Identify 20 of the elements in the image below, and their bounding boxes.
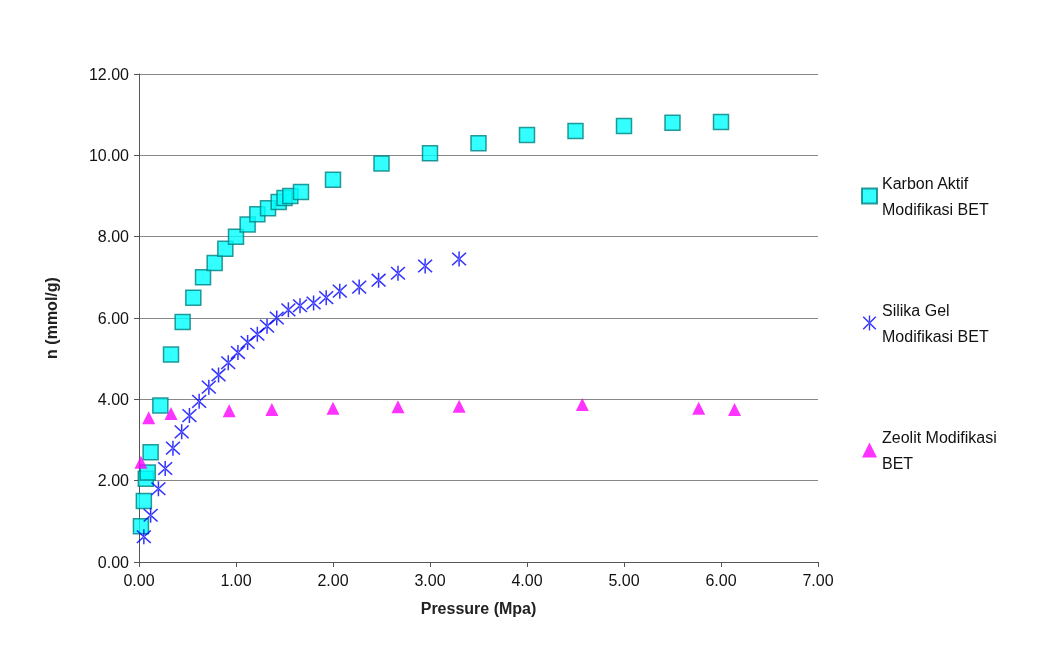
x-tick-label: 0.00 bbox=[123, 571, 155, 589]
x-tick-label: 4.00 bbox=[511, 571, 543, 589]
y-tick-label: 4.00 bbox=[97, 390, 130, 408]
x-tick-label: 7.00 bbox=[802, 571, 834, 589]
y-tick-label: 12.00 bbox=[88, 65, 130, 83]
y-tick-label: 0.00 bbox=[97, 553, 130, 571]
x-tick-label: 1.00 bbox=[220, 571, 252, 589]
x-tick-label: 3.00 bbox=[414, 571, 446, 589]
x-tick-label: 6.00 bbox=[705, 571, 737, 589]
legend-label: Zeolit Modifikasi BET bbox=[882, 428, 1002, 472]
x-tick-label: 2.00 bbox=[317, 571, 349, 589]
legend-label: Silika Gel Modifikasi BET bbox=[882, 301, 989, 345]
y-tick-label: 2.00 bbox=[97, 472, 130, 490]
x-axis-title: Pressure (Mpa) bbox=[420, 599, 537, 617]
y-tick-label: 10.00 bbox=[88, 146, 130, 164]
y-tick-label: 8.00 bbox=[97, 228, 130, 246]
y-axis-title: n (mmol/g) bbox=[42, 277, 60, 359]
x-tick-label: 5.00 bbox=[608, 571, 640, 589]
legend-label: Karbon Aktif Modifikasi BET bbox=[882, 174, 989, 218]
y-tick-label: 6.00 bbox=[97, 309, 130, 327]
